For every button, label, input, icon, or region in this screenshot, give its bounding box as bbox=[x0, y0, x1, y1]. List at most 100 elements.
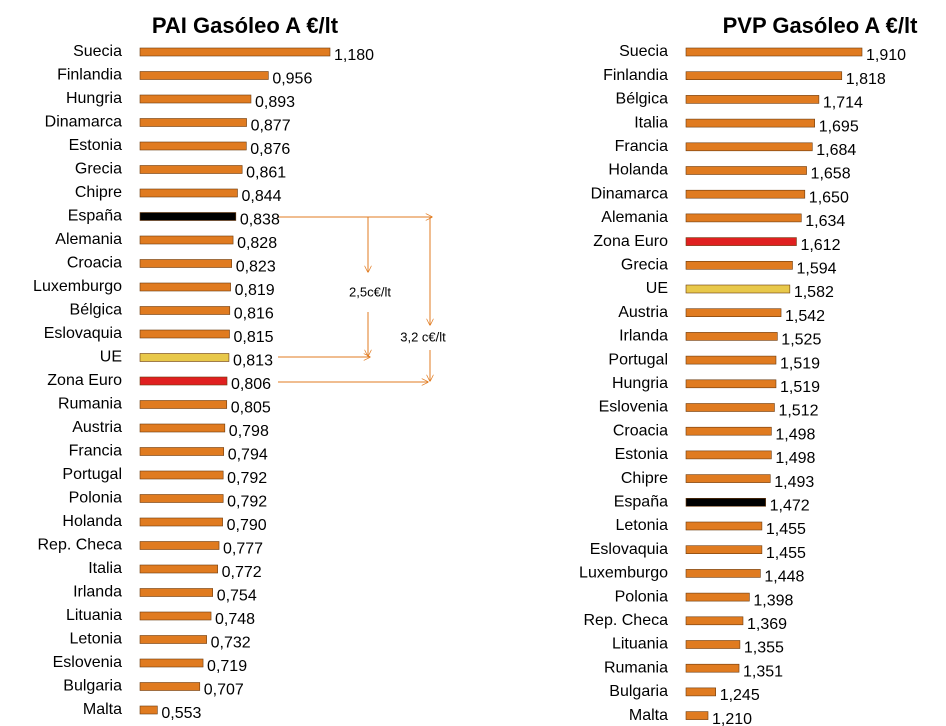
value-label: 1,542 bbox=[785, 308, 825, 325]
category-label: Eslovenia bbox=[599, 399, 668, 416]
value-label: 1,519 bbox=[780, 355, 820, 372]
bar bbox=[139, 447, 225, 456]
value-label: 1,519 bbox=[780, 379, 820, 396]
bar bbox=[685, 118, 815, 128]
value-label: 0,792 bbox=[227, 494, 267, 511]
bar bbox=[685, 569, 761, 578]
value-label: 0,828 bbox=[237, 235, 277, 252]
value-label: 0,838 bbox=[240, 212, 280, 229]
category-label: Grecia bbox=[621, 257, 668, 274]
value-label: 1,594 bbox=[796, 261, 836, 278]
value-label: 0,819 bbox=[235, 282, 275, 299]
category-label: Austria bbox=[72, 419, 122, 436]
value-label: 0,877 bbox=[251, 118, 291, 135]
category-label: Hungria bbox=[66, 90, 122, 107]
value-label: 1,818 bbox=[846, 71, 886, 88]
category-label: Estonia bbox=[615, 446, 668, 463]
category-label: Rep. Checa bbox=[584, 612, 669, 629]
category-label: Croacia bbox=[67, 255, 122, 272]
bar bbox=[139, 235, 234, 245]
bar bbox=[139, 188, 238, 198]
category-label: Zona Euro bbox=[593, 233, 668, 250]
category-label: Bélgica bbox=[616, 91, 669, 108]
value-label: 0,719 bbox=[207, 658, 247, 675]
value-label: 0,861 bbox=[246, 165, 286, 182]
bar bbox=[685, 47, 863, 57]
bar bbox=[139, 588, 213, 597]
category-label: Alemania bbox=[601, 209, 668, 226]
value-label: 0,956 bbox=[272, 71, 312, 88]
bar bbox=[685, 308, 782, 318]
value-label: 0,732 bbox=[211, 635, 251, 652]
value-label: 1,612 bbox=[800, 237, 840, 254]
value-label: 1,714 bbox=[823, 95, 863, 112]
category-label: Rumania bbox=[58, 396, 122, 413]
value-label: 0,754 bbox=[217, 588, 257, 605]
annotation: 2,5c€/lt bbox=[349, 284, 391, 299]
value-label: 0,816 bbox=[234, 306, 274, 323]
bar bbox=[139, 118, 247, 127]
value-label: 1,658 bbox=[811, 166, 851, 183]
bar bbox=[139, 329, 230, 339]
bar bbox=[139, 94, 252, 104]
category-label: Grecia bbox=[75, 161, 122, 178]
value-label: 0,553 bbox=[161, 705, 201, 722]
value-label: 1,210 bbox=[712, 711, 752, 726]
bar bbox=[139, 259, 232, 268]
category-label: Chipre bbox=[621, 470, 668, 487]
category-label: Bulgaria bbox=[63, 678, 122, 695]
value-label: 1,684 bbox=[816, 142, 856, 159]
category-label: Eslovaquia bbox=[44, 325, 122, 342]
bar bbox=[685, 474, 771, 483]
bar bbox=[139, 165, 243, 174]
value-label: 1,398 bbox=[753, 592, 793, 609]
bar bbox=[139, 494, 224, 503]
bar bbox=[685, 260, 793, 270]
value-label: 1,498 bbox=[775, 426, 815, 443]
bar bbox=[685, 166, 807, 175]
category-label: Austria bbox=[618, 304, 668, 321]
category-label: Italia bbox=[88, 560, 122, 577]
bar bbox=[139, 658, 204, 668]
bar bbox=[685, 189, 806, 199]
category-label: Suecia bbox=[73, 43, 122, 60]
bar bbox=[139, 47, 331, 57]
bar bbox=[685, 142, 813, 152]
category-label: Malta bbox=[83, 701, 122, 718]
bar bbox=[685, 521, 763, 531]
value-label: 0,806 bbox=[231, 376, 271, 393]
category-label: Eslovaquia bbox=[590, 541, 668, 558]
bar bbox=[139, 611, 212, 621]
bar bbox=[685, 284, 791, 294]
value-label: 0,876 bbox=[250, 141, 290, 158]
bar bbox=[685, 426, 772, 436]
bar bbox=[685, 237, 797, 246]
bar bbox=[685, 379, 777, 389]
value-label: 1,634 bbox=[805, 213, 845, 230]
value-label: 1,369 bbox=[747, 616, 787, 633]
bar bbox=[685, 687, 717, 697]
value-label: 0,823 bbox=[236, 259, 276, 276]
value-label: 0,790 bbox=[227, 517, 267, 534]
value-label: 0,794 bbox=[228, 447, 268, 464]
category-label: Bulgaria bbox=[609, 683, 668, 700]
value-label: 0,772 bbox=[222, 564, 262, 581]
value-label: 0,813 bbox=[233, 353, 273, 370]
value-label: 1,512 bbox=[778, 403, 818, 420]
category-label: Portugal bbox=[608, 351, 668, 368]
bar bbox=[139, 353, 230, 362]
bar bbox=[139, 400, 228, 409]
value-label: 1,695 bbox=[819, 118, 859, 135]
bar bbox=[139, 564, 218, 574]
category-label: Alemania bbox=[55, 231, 122, 248]
value-label: 1,582 bbox=[794, 284, 834, 301]
value-label: 0,805 bbox=[231, 400, 271, 417]
category-label: Suecia bbox=[619, 43, 668, 60]
category-label: Polonia bbox=[615, 588, 668, 605]
bar bbox=[685, 592, 750, 602]
value-label: 1,472 bbox=[770, 498, 810, 515]
value-label: 1,245 bbox=[720, 687, 760, 704]
bar bbox=[139, 306, 231, 315]
category-label: UE bbox=[100, 349, 122, 366]
